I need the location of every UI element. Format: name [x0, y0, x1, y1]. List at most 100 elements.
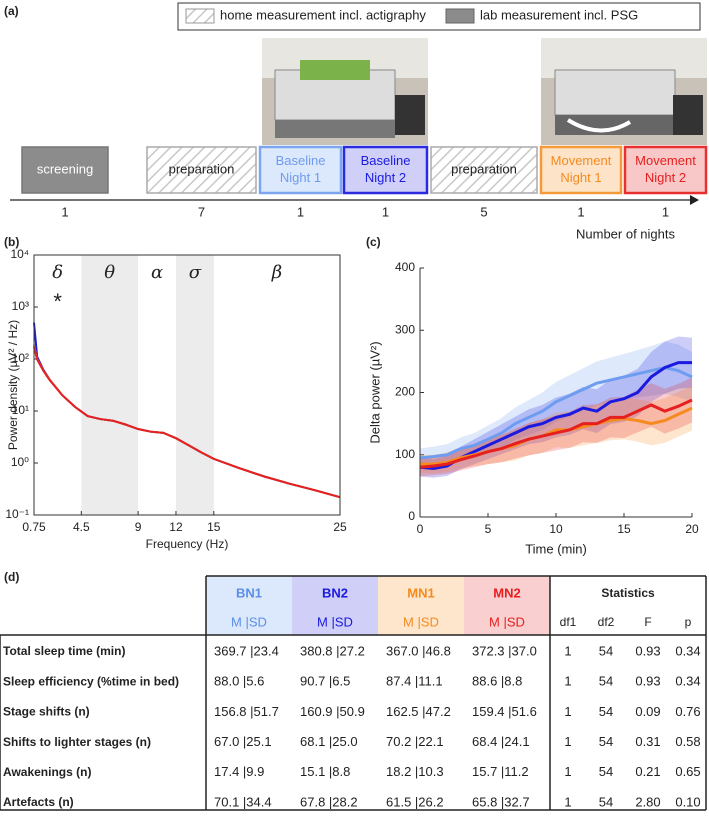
step-label: Movement Night 1	[551, 153, 612, 185]
series-line	[33, 346, 341, 499]
x-tick-label: 20	[685, 522, 699, 536]
cell: 88.0 |5.6	[214, 674, 264, 689]
panel-label: (c)	[366, 235, 381, 249]
group-header-bg	[206, 576, 292, 635]
photos	[262, 38, 707, 145]
stats-subheader: F	[644, 615, 651, 629]
legend-swatch	[445, 8, 475, 24]
sub-header: M |SD	[403, 614, 439, 629]
legend-swatch	[185, 8, 215, 24]
row-label: Awakenings (n)	[3, 765, 91, 779]
sub-header: M |SD	[317, 614, 353, 629]
cell: 88.6 |8.8	[472, 674, 522, 689]
error-band	[420, 336, 692, 478]
stat-cell: 0.93	[635, 643, 660, 658]
panel-label: (b)	[4, 235, 19, 249]
step-line: Baseline	[276, 153, 326, 168]
stat-cell: 54	[599, 643, 613, 658]
step-box	[623, 145, 708, 195]
row-label: Total sleep time (min)	[3, 644, 125, 658]
stat-cell: 0.58	[675, 734, 700, 749]
stat-cell: 0.65	[675, 764, 700, 779]
x-tick-label: 12	[169, 520, 183, 534]
band-label: θ	[104, 262, 115, 283]
row-label: Shifts to lighter stages (n)	[3, 735, 151, 749]
stat-cell: 0.34	[675, 674, 700, 689]
x-tick-label: 15	[617, 522, 631, 536]
step-label: Movement Night 2	[635, 153, 696, 185]
nights: 1	[61, 204, 68, 219]
nights: 1	[297, 204, 304, 219]
step-line: Baseline	[361, 153, 411, 168]
y-tick-label: 10⁻¹	[5, 507, 29, 521]
step-box	[21, 146, 109, 194]
stat-cell: 54	[599, 764, 613, 779]
nights: 1	[662, 204, 669, 219]
cell: 67.0 |25.1	[214, 734, 272, 749]
cell: 87.4 |11.1	[386, 674, 443, 689]
y-tick-label: 300	[395, 322, 415, 336]
x-tick-label: 0.75	[22, 520, 46, 534]
group-header: BN1	[236, 585, 262, 600]
cell: 15.1 |8.8	[300, 764, 350, 779]
panel-label: (a)	[4, 4, 19, 18]
sub-header: M |SD	[489, 614, 525, 629]
group-header: MN1	[407, 585, 434, 600]
band-label: β	[271, 262, 282, 283]
step-label: Baseline Night 1	[276, 153, 326, 185]
stat-cell: 0.76	[675, 704, 700, 719]
x-axis-title: Time (min)	[525, 541, 587, 556]
stat-cell: 54	[599, 674, 613, 689]
y-axis-title: Delta power (µV²)	[367, 341, 382, 443]
cell: 61.5 |26.2	[386, 794, 444, 809]
group-header: MN2	[493, 585, 520, 600]
cell: 68.1 |25.0	[300, 734, 358, 749]
step-label: screening	[37, 161, 93, 176]
stat-cell: 2.80	[635, 794, 660, 809]
cell: 67.8 |28.2	[300, 794, 358, 809]
step-line: Night 2	[645, 170, 686, 185]
cell: 15.7 |11.2	[472, 764, 529, 779]
row-label: Sleep efficiency (%time in bed)	[3, 674, 179, 688]
cell: 70.2 |22.1	[386, 734, 444, 749]
step-box	[539, 145, 623, 195]
group-header: BN2	[322, 585, 348, 600]
x-tick-label: 5	[485, 522, 492, 536]
cell: 162.5 |47.2	[386, 704, 451, 719]
stat-cell: 1	[564, 704, 571, 719]
stats-subheader: df1	[560, 615, 577, 629]
series-line	[420, 406, 693, 466]
stat-cell: 1	[564, 643, 571, 658]
step-box	[146, 146, 257, 194]
band-label: σ	[189, 262, 202, 283]
step-line: Movement	[635, 153, 696, 168]
annotation: *	[53, 289, 62, 314]
stat-cell: 0.34	[675, 643, 700, 658]
cell: 18.2 |10.3	[386, 764, 444, 779]
stats-subheader: p	[685, 615, 692, 629]
stat-cell: 0.09	[635, 704, 660, 719]
nights: 7	[198, 204, 205, 219]
cell: 68.4 |24.1	[472, 734, 530, 749]
step-box	[430, 146, 538, 194]
nights: 1	[577, 204, 584, 219]
cell: 160.9 |50.9	[300, 704, 365, 719]
y-tick-label: 10⁰	[11, 455, 29, 469]
y-tick-label: 400	[395, 260, 415, 274]
stat-cell: 1	[564, 734, 571, 749]
band-label: δ	[52, 262, 63, 283]
y-tick-label: 200	[395, 385, 415, 399]
stat-cell: 0.31	[635, 734, 660, 749]
stat-cell: 54	[599, 734, 613, 749]
x-tick-label: 25	[333, 520, 347, 534]
x-tick-label: 4.5	[73, 520, 90, 534]
x-axis-title: Frequency (Hz)	[146, 537, 229, 551]
cell: 156.8 |51.7	[214, 704, 279, 719]
step-label: preparation	[451, 161, 517, 176]
stat-cell: 1	[564, 674, 571, 689]
stats-subheader: df2	[598, 615, 615, 629]
stat-cell: 54	[599, 704, 613, 719]
plot-frame	[33, 254, 341, 516]
stat-cell: 1	[564, 794, 571, 809]
